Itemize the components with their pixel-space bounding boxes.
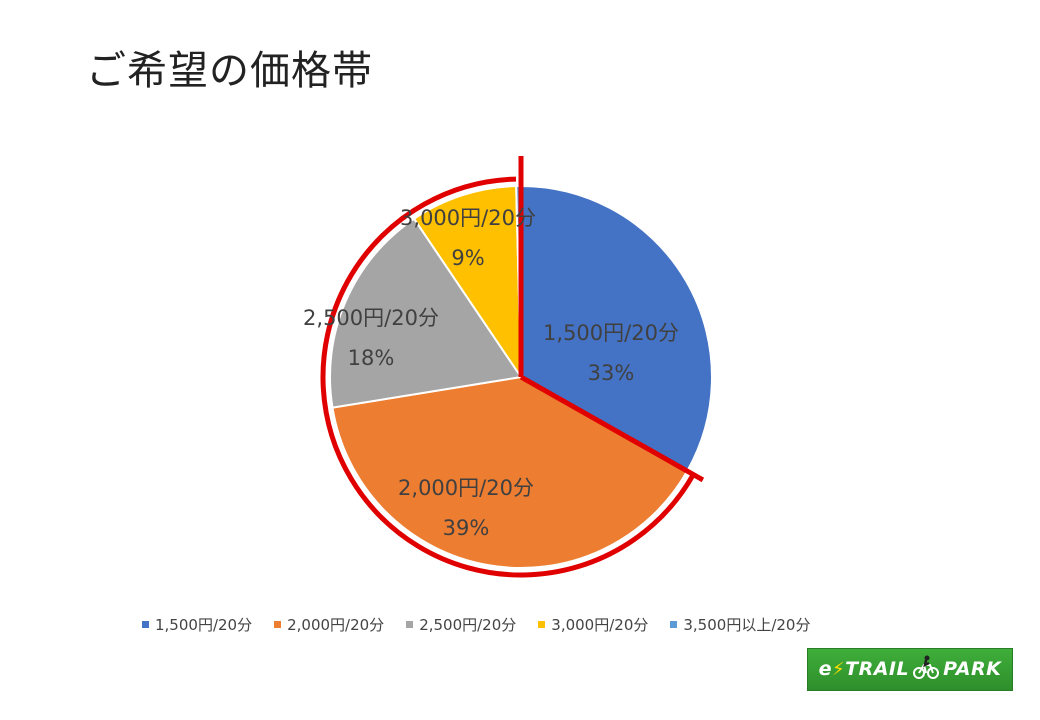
legend-item-2000: 2,000円/20分 <box>274 614 384 635</box>
highlight-outline <box>320 156 705 578</box>
legend-swatch-2000 <box>274 621 282 628</box>
lightning-bolt-icon: ⚡ <box>832 659 846 680</box>
pie-slice-2000 <box>331 375 689 569</box>
data-label-category-1500: 1,500円/20分 <box>543 321 679 345</box>
legend-swatch-3000 <box>538 621 546 628</box>
pie-slice-2500 <box>329 217 523 409</box>
data-label-value-2000: 39% <box>443 516 490 540</box>
pie-slice-1500 <box>520 184 713 473</box>
logo-text: e⚡TRAIL PARK <box>819 654 1002 685</box>
data-label-category-2000: 2,000円/20分 <box>398 476 534 500</box>
logo-text-e: e <box>818 658 832 680</box>
chart-legend: 1,500円/20分 2,000円/20分 2,500円/20分 3,000円/… <box>142 614 810 635</box>
legend-swatch-1500 <box>142 621 149 628</box>
page-title: ご希望の価格帯 <box>86 48 373 94</box>
data-label-category-2500: 2,500円/20分 <box>303 306 439 330</box>
legend-item-3000: 3,000円/20分 <box>538 614 648 635</box>
etrail-park-logo: e⚡TRAIL PARK <box>807 648 1013 691</box>
data-label-value-2500: 18% <box>348 346 395 370</box>
legend-label-2500: 2,500円/20分 <box>419 616 517 634</box>
data-label-value-3000: 9% <box>451 246 484 270</box>
legend-swatch-2500 <box>406 621 414 628</box>
pie-slice-3000 <box>412 185 523 381</box>
legend-label-2000: 2,000円/20分 <box>287 616 385 634</box>
bike-rider-icon <box>913 654 940 685</box>
logo-text-park: PARK <box>943 658 1002 680</box>
legend-item-3500: 3,500円以上/20分 <box>670 614 810 635</box>
legend-label-3000: 3,000円/20分 <box>551 616 649 634</box>
legend-item-1500: 1,500円/20分 <box>142 614 252 635</box>
legend-swatch-3500 <box>670 621 678 628</box>
data-label-value-1500: 33% <box>588 361 635 385</box>
legend-label-1500: 1,500円/20分 <box>155 616 253 634</box>
data-label-category-3000: 3,000円/20分 <box>400 206 536 230</box>
legend-label-3500: 3,500円以上/20分 <box>683 616 811 634</box>
legend-item-2500: 2,500円/20分 <box>406 614 516 635</box>
logo-text-trail: TRAIL <box>845 658 910 680</box>
